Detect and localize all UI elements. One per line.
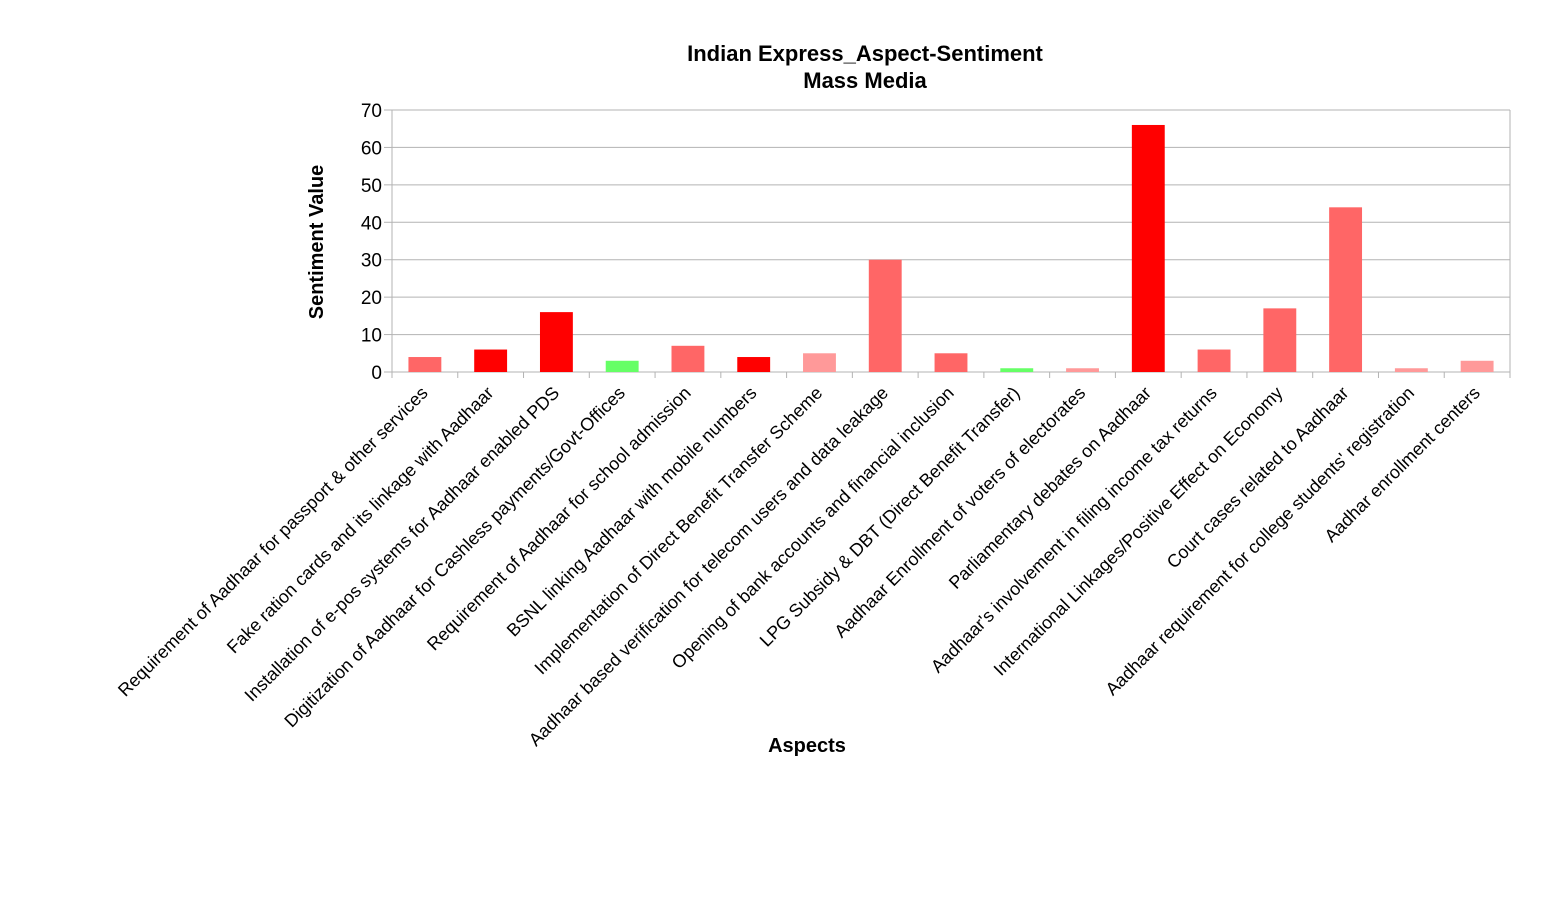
y-axis-label: Sentiment Value <box>306 165 328 320</box>
x-tick-label: Installation of e-pos systems for Aadhaa… <box>241 383 564 706</box>
chart-subtitle: Mass Media <box>803 68 927 93</box>
y-axis-ticks: 0 10 20 30 40 50 60 70 <box>361 101 382 384</box>
bar <box>1066 368 1099 372</box>
x-tick-label: Aadhaar requirement for college students… <box>1102 383 1419 700</box>
bar <box>1329 207 1363 372</box>
y-tick-label: 20 <box>361 288 382 309</box>
bar <box>868 259 902 372</box>
bar <box>539 312 573 372</box>
bar <box>671 345 705 372</box>
y-tick-label: 30 <box>361 251 382 272</box>
bar <box>737 357 771 372</box>
chart-title: Indian Express_Aspect-Sentiment <box>687 41 1043 66</box>
y-tick-label: 60 <box>361 138 382 159</box>
y-tick-label: 40 <box>361 213 382 234</box>
bar <box>474 349 508 372</box>
bar <box>1394 368 1428 372</box>
x-tick-label: BSNL linking Aadhaar with mobile numbers <box>503 383 761 641</box>
bar <box>605 360 639 372</box>
bar <box>934 353 968 372</box>
x-axis-label: Aspects <box>768 735 846 757</box>
x-tick-label: Aadhaar Enrollment of voters of electora… <box>830 383 1089 642</box>
y-tick-label: 70 <box>361 101 382 122</box>
bar <box>1460 360 1494 372</box>
bar <box>803 353 836 372</box>
bars <box>408 124 1494 372</box>
x-axis-ticks: Requirement of Aadhaar for passport & ot… <box>114 383 1484 750</box>
y-tick-label: 0 <box>371 363 382 384</box>
y-tick-label: 50 <box>361 176 382 197</box>
gridlines <box>384 109 1511 378</box>
bar <box>1197 349 1231 372</box>
bar <box>1000 368 1034 372</box>
x-tick-label: Requirement of Aadhaar for passport & ot… <box>114 383 432 701</box>
bar <box>408 357 442 372</box>
bar <box>1131 124 1165 372</box>
bar <box>1263 308 1297 372</box>
y-tick-label: 10 <box>361 326 382 347</box>
